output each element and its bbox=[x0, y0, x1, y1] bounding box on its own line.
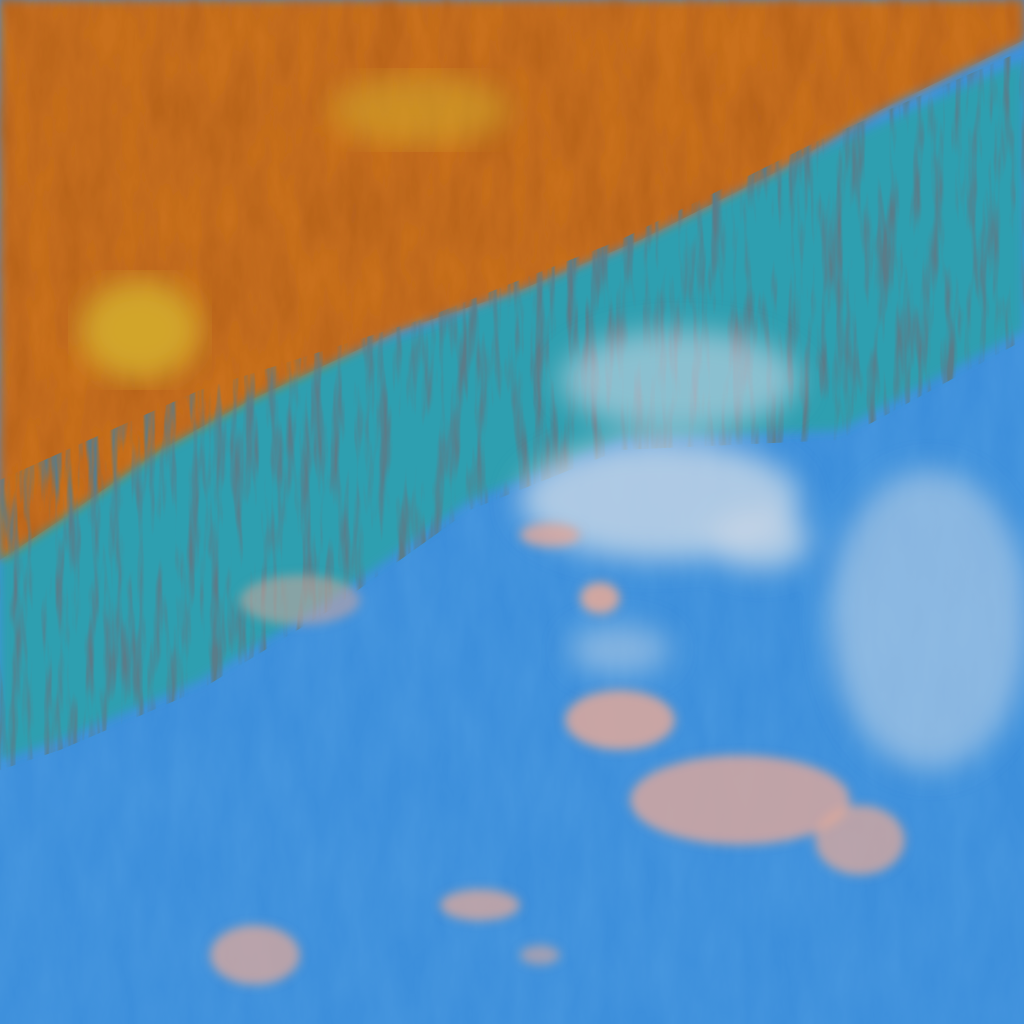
clouds bbox=[520, 330, 1024, 770]
land-texture bbox=[0, 0, 1024, 560]
yellow-plain-2 bbox=[330, 75, 510, 145]
pink-clouds bbox=[210, 523, 905, 985]
yellow-plain bbox=[80, 280, 200, 380]
